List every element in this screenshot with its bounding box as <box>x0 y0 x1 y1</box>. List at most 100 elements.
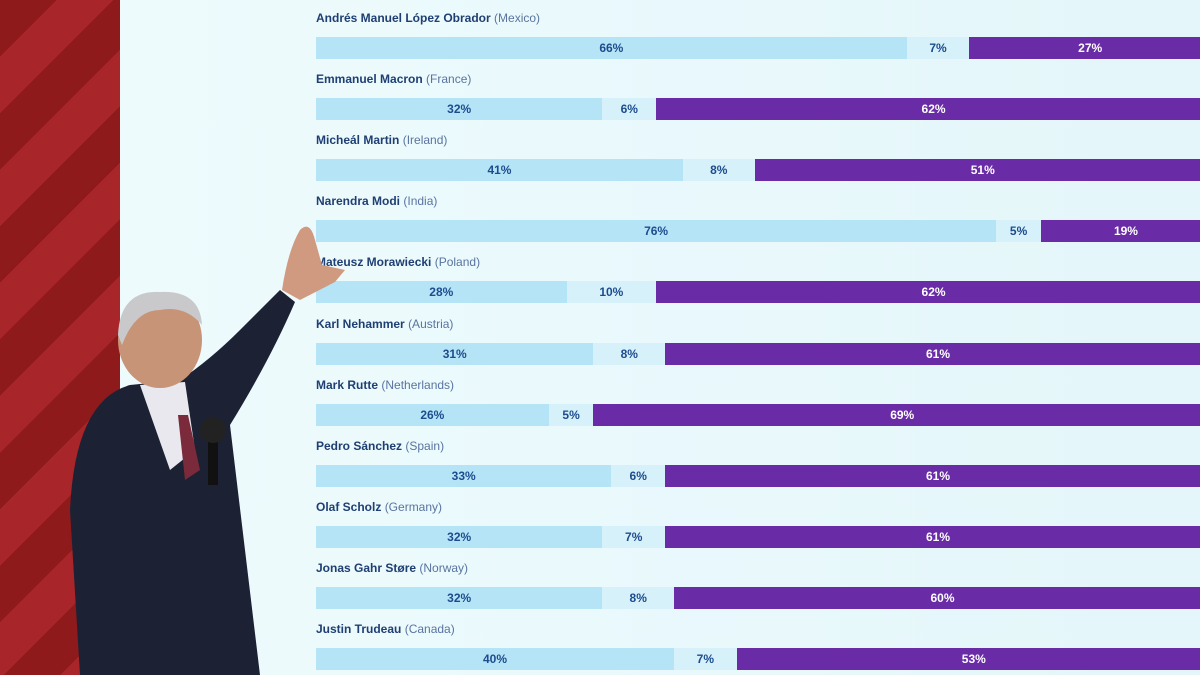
approve-bar: 32% <box>316 586 603 609</box>
neutral-bar: 6% <box>602 98 657 121</box>
neutral-bar: 5% <box>996 220 1041 243</box>
approve-bar: 32% <box>316 525 603 548</box>
leader-country: (Norway) <box>419 560 469 575</box>
bar-value-label: 32% <box>447 529 472 544</box>
leader-name: Jonas Gahr Støre <box>316 560 417 575</box>
row-label: Karl Nehammer (Austria) <box>316 317 453 331</box>
bar-value-label: 19% <box>1113 224 1138 239</box>
neutral-bar: 6% <box>611 464 666 487</box>
bar-value-label: 10% <box>599 285 624 300</box>
bar-value-label: 7% <box>929 41 947 55</box>
presenter-hair <box>118 291 202 345</box>
bar-value-label: 8% <box>710 163 728 178</box>
bar-value-label: 32% <box>447 590 472 605</box>
disapprove-bar: 62% <box>656 98 1200 121</box>
row-label: Pedro Sánchez (Spain) <box>316 439 444 453</box>
disapprove-bar: 53% <box>736 648 1200 670</box>
leader-name: Karl Nehammer <box>316 316 405 331</box>
leader-name: Mark Rutte <box>316 377 379 392</box>
leader-country: (Ireland) <box>402 133 448 148</box>
neutral-bar: 8% <box>602 586 674 609</box>
bar-value-label: 69% <box>890 407 915 422</box>
approve-bar: 31% <box>316 342 594 365</box>
leader-name: Narendra Modi <box>316 194 401 209</box>
row-label: Olaf Scholz (Germany) <box>316 500 442 514</box>
leader-name: Micheál Martin <box>316 133 400 148</box>
leader-country: (Mexico) <box>494 11 541 25</box>
bar-value-label: 8% <box>629 590 647 605</box>
bar-value-label: 61% <box>926 529 951 544</box>
leader-country: (France) <box>426 72 472 87</box>
disapprove-bar: 61% <box>665 342 1200 365</box>
disapprove-bar: 61% <box>665 464 1200 487</box>
bar-value-label: 60% <box>930 590 955 605</box>
bar-value-label: 6% <box>620 102 638 117</box>
microphone-icon <box>208 425 218 485</box>
row-label: Mark Rutte (Netherlands) <box>316 378 454 392</box>
row-label: Jonas Gahr Støre (Norway) <box>316 561 468 575</box>
neutral-bar: 8% <box>682 159 755 182</box>
bar-value-label: 31% <box>442 346 467 361</box>
row-label: Mateusz Morawiecki (Poland) <box>316 255 480 269</box>
approve-bar: 76% <box>316 220 997 243</box>
row-label: Micheál Martin (Ireland) <box>316 133 447 147</box>
bar-value-label: 28% <box>429 285 454 300</box>
disapprove-bar: 27% <box>969 37 1200 59</box>
approve-bar: 26% <box>316 403 549 426</box>
leader-name: Olaf Scholz <box>316 499 382 514</box>
disapprove-bar: 51% <box>754 159 1200 182</box>
bar-value-label: 8% <box>620 346 638 361</box>
row-label: Narendra Modi (India) <box>316 194 437 208</box>
presenter-figure <box>70 226 345 675</box>
disapprove-bar: 19% <box>1040 220 1200 243</box>
bar-value-label: 7% <box>625 529 643 544</box>
leader-name: Justin Trudeau <box>316 622 402 636</box>
approve-bar: 28% <box>316 281 567 304</box>
leader-country: (Austria) <box>408 316 454 331</box>
leader-name: Andrés Manuel López Obrador <box>316 11 491 25</box>
bar-value-label: 6% <box>629 468 647 483</box>
bar-value-label: 33% <box>451 468 476 483</box>
bar-value-label: 53% <box>961 652 986 666</box>
leader-country: (Spain) <box>405 438 445 453</box>
bar-value-label: 76% <box>644 224 669 239</box>
disapprove-bar: 61% <box>665 525 1200 548</box>
leader-name: Emmanuel Macron <box>316 72 423 87</box>
approve-bar: 32% <box>316 98 603 121</box>
leader-country: (Poland) <box>434 255 481 270</box>
row-label: Justin Trudeau (Canada) <box>316 622 455 636</box>
presenter-tie <box>178 415 200 480</box>
bar-value-label: 5% <box>562 407 580 422</box>
presenter-raised-hand <box>282 226 345 300</box>
bar-value-label: 7% <box>696 652 714 666</box>
neutral-bar: 7% <box>602 525 666 548</box>
bar-value-label: 62% <box>921 285 946 300</box>
row-label: Emmanuel Macron (France) <box>316 72 471 86</box>
bar-value-label: 61% <box>926 346 951 361</box>
bar-value-label: 26% <box>420 407 445 422</box>
neutral-bar: 10% <box>566 281 657 304</box>
bar-value-label: 32% <box>447 102 472 117</box>
neutral-bar: 5% <box>548 403 594 426</box>
neutral-bar: 8% <box>593 342 666 365</box>
leader-name: Pedro Sánchez <box>316 438 403 453</box>
disapprove-bar: 62% <box>656 281 1200 304</box>
bar-value-label: 41% <box>487 163 512 178</box>
neutral-bar: 7% <box>906 37 970 59</box>
approve-bar: 33% <box>316 464 612 487</box>
bar-value-label: 61% <box>926 468 951 483</box>
row-label: Andrés Manuel López Obrador (Mexico) <box>316 11 540 25</box>
approve-bar: 66% <box>316 37 907 59</box>
bar-value-label: 40% <box>482 652 508 666</box>
presenter-shirt <box>140 382 195 470</box>
approve-bar: 40% <box>316 648 674 670</box>
disapprove-bar: 69% <box>593 403 1200 426</box>
bar-value-label: 66% <box>599 41 624 55</box>
bar-value-label: 27% <box>1078 41 1103 55</box>
bar-value-label: 62% <box>921 102 946 117</box>
leader-country: (Canada) <box>404 622 455 636</box>
bar-value-label: 5% <box>1009 224 1028 239</box>
leader-name: Mateusz Morawiecki <box>316 255 432 270</box>
leader-country: (India) <box>403 194 438 209</box>
